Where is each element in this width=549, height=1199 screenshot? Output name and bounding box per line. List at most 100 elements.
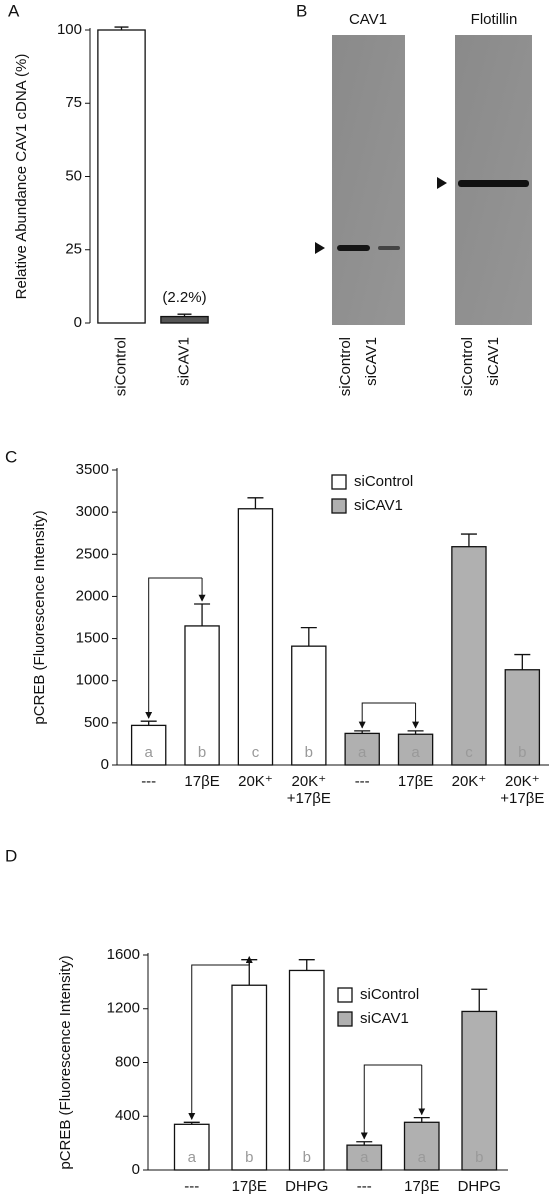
bar <box>344 732 380 766</box>
bar <box>237 508 274 766</box>
error-bar <box>407 730 424 735</box>
x-tick-label: siControl <box>112 337 129 396</box>
legend-swatch <box>331 474 347 490</box>
lane-label: siCAV1 <box>363 337 380 386</box>
blot-band <box>378 246 400 250</box>
y-tick-label: 2000 <box>76 587 109 604</box>
significance-letter: b <box>518 744 526 761</box>
bar <box>504 669 541 766</box>
error-bar <box>114 26 129 30</box>
y-axis-label: pCREB (Fluorescence Intensity) <box>31 510 48 724</box>
x-tick-label: --- <box>141 773 157 790</box>
significance-letter: a <box>418 1149 427 1166</box>
legend-label: siControl <box>354 473 413 490</box>
y-axis-label: Relative Abundance CAV1 cDNA (%) <box>13 54 30 300</box>
x-tick-label: DHPG <box>457 1178 501 1195</box>
significance-letter: b <box>198 744 206 761</box>
blot-band <box>458 180 529 187</box>
y-tick-label: 3500 <box>76 461 109 478</box>
legend-swatch <box>337 987 353 1003</box>
band-arrowhead <box>437 177 447 189</box>
bar <box>173 1123 210 1171</box>
panel-label: C <box>5 447 17 466</box>
legend-swatch <box>337 1011 353 1027</box>
comparison-arrow <box>358 702 416 729</box>
x-tick-label: siCAV1 <box>175 337 192 386</box>
lane-label: siControl <box>337 337 354 396</box>
error-bar <box>413 1116 430 1123</box>
blot-title: CAV1 <box>349 11 387 28</box>
bar <box>130 724 167 766</box>
y-tick-label: 75 <box>65 94 82 111</box>
significance-letter: b <box>305 744 313 761</box>
significance-letter: a <box>188 1149 197 1166</box>
error-bar <box>471 988 488 1012</box>
x-tick-label: 20K⁺ <box>451 773 487 790</box>
y-tick-label: 1200 <box>107 1000 140 1017</box>
y-tick-label: 1500 <box>76 630 109 647</box>
y-tick-label: 3000 <box>76 503 109 520</box>
bar <box>160 315 209 324</box>
y-tick-label: 2500 <box>76 545 109 562</box>
error-bar <box>300 626 317 647</box>
x-tick-label: 17βE <box>397 773 434 790</box>
band-arrowhead <box>315 242 325 254</box>
bar <box>97 29 146 324</box>
error-bar <box>354 730 371 734</box>
significance-letter: a <box>411 744 420 761</box>
significance-letter: b <box>245 1149 253 1166</box>
bar <box>288 969 325 1171</box>
panel-label: D <box>5 846 17 865</box>
y-tick-label: 50 <box>65 167 82 184</box>
bar <box>291 645 327 766</box>
bar <box>184 625 220 766</box>
y-tick-label: 500 <box>84 714 109 731</box>
y-tick-label: 800 <box>115 1053 140 1070</box>
significance-letter: c <box>252 744 260 761</box>
blot-band <box>337 245 370 251</box>
blot-membrane <box>332 35 405 325</box>
bar <box>451 546 487 766</box>
significance-letter: a <box>145 744 154 761</box>
significance-letter: b <box>303 1149 311 1166</box>
error-bar <box>356 1141 373 1146</box>
panel-label: A <box>8 1 20 20</box>
significance-letter: a <box>360 1149 369 1166</box>
y-tick-label: 1000 <box>76 672 109 689</box>
x-tick-label: 17βE <box>231 1178 267 1195</box>
legend-label: siControl <box>360 986 419 1003</box>
value-label: (2.2%) <box>162 289 206 306</box>
error-bar <box>194 603 211 626</box>
bar <box>397 733 434 766</box>
blot-title: Flotillin <box>471 11 518 28</box>
x-tick-label: 17βE <box>184 773 220 790</box>
legend-label: siCAV1 <box>360 1010 409 1027</box>
panel-label: B <box>296 1 307 20</box>
x-tick-label: 17βE <box>404 1178 440 1195</box>
error-bar <box>460 533 477 547</box>
legend-swatch <box>331 498 347 514</box>
significance-letter: b <box>475 1149 483 1166</box>
y-tick-label: 0 <box>132 1161 140 1178</box>
y-tick-label: 25 <box>65 241 82 258</box>
lane-label: siCAV1 <box>485 337 502 386</box>
y-tick-label: 1600 <box>107 946 140 963</box>
error-bar <box>247 497 264 509</box>
error-bar <box>177 313 192 317</box>
bar <box>461 1010 498 1171</box>
comparison-arrow <box>360 1064 422 1140</box>
x-tick-label: DHPG <box>285 1178 329 1195</box>
x-tick-label: 20K⁺ +17βE <box>500 773 545 807</box>
significance-letter: c <box>465 744 473 761</box>
y-tick-label: 0 <box>101 756 109 773</box>
error-bar <box>183 1121 200 1125</box>
significance-letter: a <box>358 744 367 761</box>
x-tick-label: --- <box>354 773 370 790</box>
error-bar <box>140 720 157 726</box>
legend-label: siCAV1 <box>354 497 403 514</box>
error-bar <box>514 653 531 670</box>
x-tick-label: 20K⁺ +17βE <box>286 773 331 807</box>
y-tick-label: 100 <box>57 21 82 38</box>
x-tick-label: --- <box>184 1178 200 1195</box>
